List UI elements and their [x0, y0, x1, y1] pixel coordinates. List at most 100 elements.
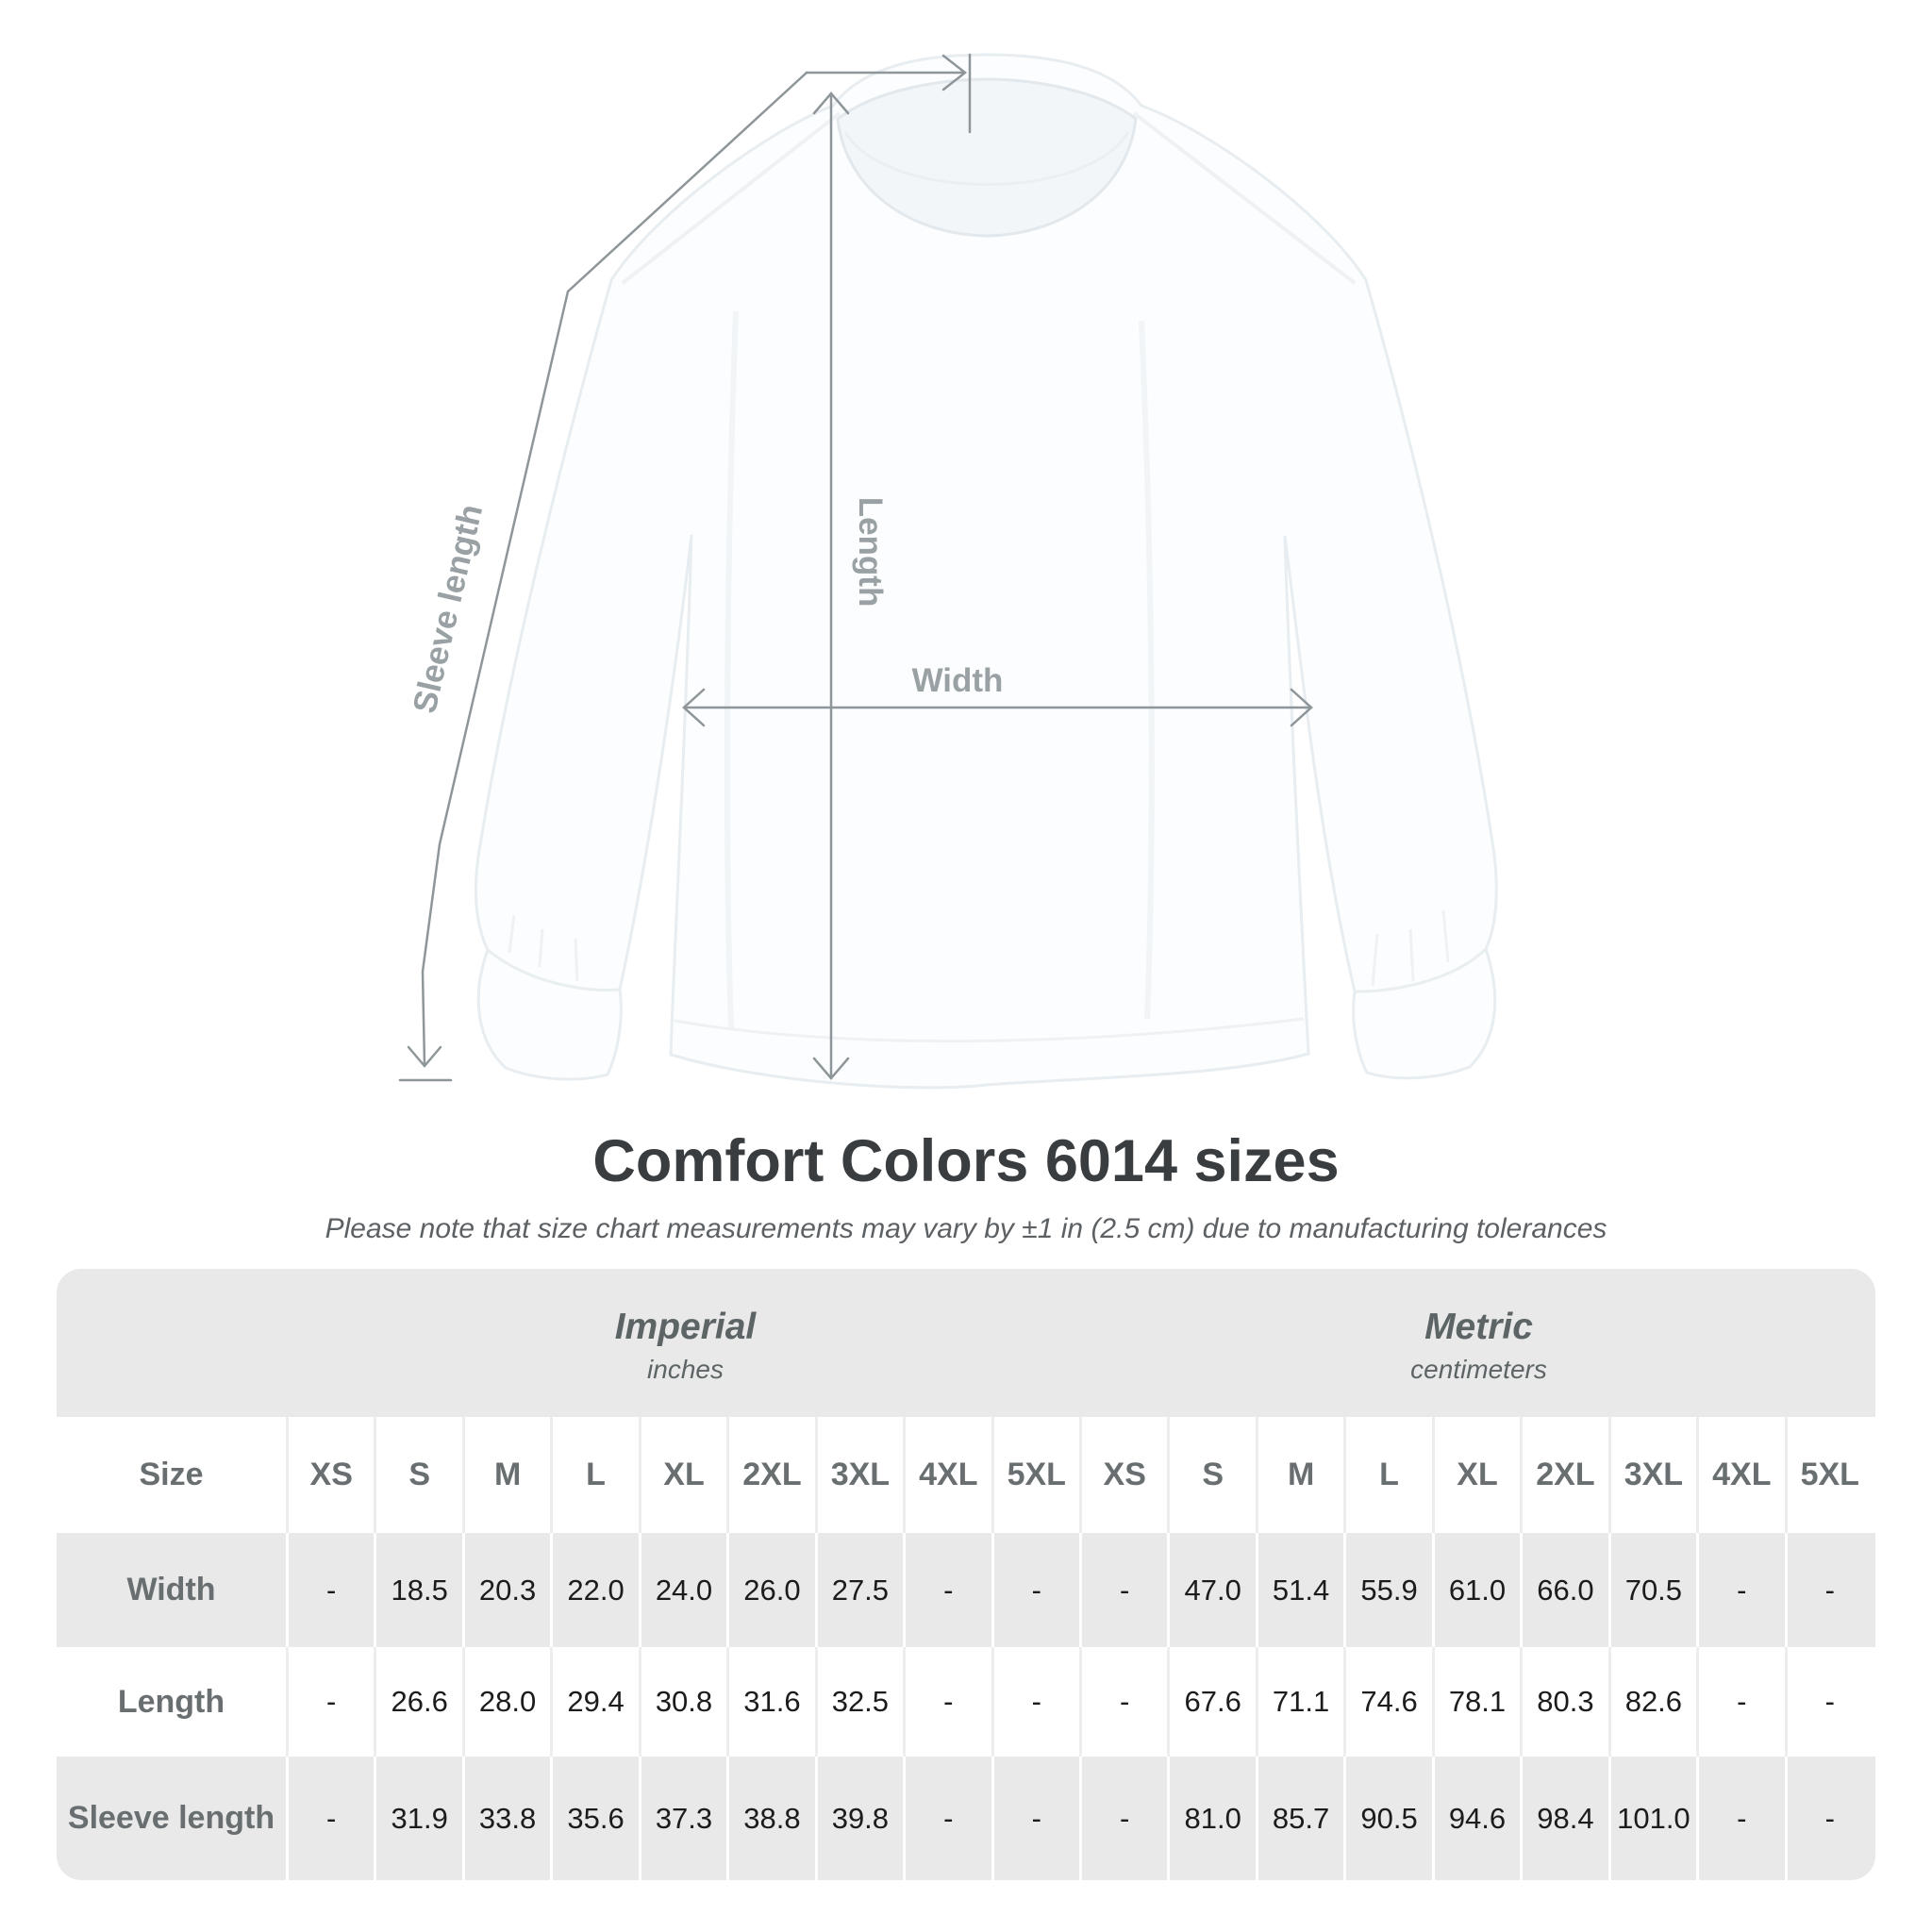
size-header: S: [1170, 1417, 1258, 1533]
value-cell: 51.4: [1258, 1533, 1347, 1647]
value-cell: 22.0: [553, 1533, 641, 1647]
table-row-length: Length - 26.6 28.0 29.4 30.8 31.6 32.5 -…: [57, 1647, 1875, 1757]
value-cell: 80.3: [1523, 1647, 1611, 1757]
measurement-annotations: [398, 53, 1313, 1082]
value-cell: 98.4: [1523, 1757, 1611, 1880]
length-label: Length: [852, 497, 889, 608]
shirt-illustration: [474, 53, 1498, 1090]
value-cell: -: [1824, 1573, 1835, 1607]
table-row-sleeve-length: Sleeve length - 31.9 33.8 35.6 37.3 38.8…: [57, 1757, 1875, 1880]
imperial-label: Imperial: [614, 1307, 757, 1347]
value-cell: 37.3: [641, 1757, 730, 1880]
width-label: Width: [912, 662, 1004, 699]
size-header: 2XL: [1523, 1417, 1611, 1533]
value-cell: -: [1824, 1801, 1835, 1835]
size-header: XS: [289, 1417, 377, 1533]
size-header: XL: [641, 1417, 730, 1533]
size-header: 3XL: [818, 1417, 907, 1533]
value-cell: 71.1: [1258, 1647, 1347, 1757]
band-spacer: [57, 1269, 289, 1417]
size-header: M: [1258, 1417, 1347, 1533]
value-cell: 39.8: [818, 1757, 907, 1880]
value-cell: -: [994, 1533, 1082, 1647]
value-cell: 28.0: [465, 1647, 554, 1757]
value-cell: 78.1: [1435, 1647, 1524, 1757]
value-cell: 90.5: [1346, 1757, 1435, 1880]
value-cell: -: [1082, 1647, 1171, 1757]
imperial-sublabel: inches: [647, 1355, 724, 1384]
value-cell: 18.5: [376, 1533, 465, 1647]
row-label: Width: [57, 1533, 289, 1647]
size-header: L: [1346, 1417, 1435, 1533]
value-cell: 26.6: [376, 1647, 465, 1757]
shirt-measurement-diagram: Length Width Sleeve length: [398, 53, 1498, 1090]
size-header: L: [553, 1417, 641, 1533]
value-cell: -: [906, 1647, 994, 1757]
value-cell: 31.9: [376, 1757, 465, 1880]
value-cell: 74.6: [1346, 1647, 1435, 1757]
value-cell: 29.4: [553, 1647, 641, 1757]
unit-header-band: Imperial inches Metric centimeters: [57, 1269, 1875, 1417]
size-header: 4XL: [906, 1417, 994, 1533]
value-cell: 66.0: [1523, 1533, 1611, 1647]
size-header: 5XL: [1800, 1457, 1859, 1492]
value-cell: -: [906, 1533, 994, 1647]
value-cell: -: [1082, 1533, 1171, 1647]
value-cell: 32.5: [818, 1647, 907, 1757]
row-label: Length: [57, 1647, 289, 1757]
metric-sublabel: centimeters: [1410, 1355, 1547, 1384]
value-cell: -: [1699, 1533, 1788, 1647]
value-cell: 85.7: [1258, 1757, 1347, 1880]
value-cell: 70.5: [1611, 1533, 1700, 1647]
value-cell: -: [289, 1647, 377, 1757]
value-cell: -: [1082, 1757, 1171, 1880]
size-header: 3XL: [1611, 1417, 1700, 1533]
collar: [836, 77, 1138, 238]
size-header: S: [376, 1417, 465, 1533]
size-header-row: Size XS S M L XL 2XL 3XL 4XL 5XL XS S M …: [57, 1417, 1875, 1533]
value-cell: 27.5: [818, 1533, 907, 1647]
tolerance-note: Please note that size chart measurements…: [325, 1213, 1607, 1244]
value-cell: 24.0: [641, 1533, 730, 1647]
imperial-header: Imperial inches: [289, 1269, 1082, 1417]
size-header: XL: [1435, 1417, 1524, 1533]
value-cell: 55.9: [1346, 1533, 1435, 1647]
size-header: M: [465, 1417, 554, 1533]
value-cell: -: [1699, 1647, 1788, 1757]
value-cell: 81.0: [1170, 1757, 1258, 1880]
value-cell: 82.6: [1611, 1647, 1700, 1757]
row-label: Sleeve length: [57, 1757, 289, 1880]
page-title: Comfort Colors 6014 sizes: [592, 1128, 1340, 1194]
value-cell: 101.0: [1611, 1757, 1700, 1880]
metric-label: Metric: [1424, 1307, 1533, 1347]
size-column-header: Size: [57, 1417, 289, 1533]
value-cell: -: [289, 1533, 377, 1647]
size-header: XS: [1082, 1417, 1171, 1533]
value-cell: 38.8: [729, 1757, 818, 1880]
value-cell: -: [994, 1647, 1082, 1757]
width-arrow: [682, 688, 1313, 727]
table-row-width: Width - 18.5 20.3 22.0 24.0 26.0 27.5 - …: [57, 1533, 1875, 1647]
value-cell: 30.8: [641, 1647, 730, 1757]
value-cell: -: [1824, 1685, 1835, 1718]
size-table: Imperial inches Metric centimeters Size …: [57, 1269, 1875, 1880]
value-cell: 47.0: [1170, 1533, 1258, 1647]
size-header: 2XL: [729, 1417, 818, 1533]
top-width-arrow: [805, 53, 972, 134]
value-cell: 94.6: [1435, 1757, 1524, 1880]
value-cell: 61.0: [1435, 1533, 1524, 1647]
metric-header: Metric centimeters: [1082, 1269, 1875, 1417]
size-header: 5XL: [994, 1417, 1082, 1533]
value-cell: -: [289, 1757, 377, 1880]
value-cell: 35.6: [553, 1757, 641, 1880]
value-cell: -: [906, 1757, 994, 1880]
value-cell: 20.3: [465, 1533, 554, 1647]
value-cell: 33.8: [465, 1757, 554, 1880]
value-cell: -: [994, 1757, 1082, 1880]
value-cell: 31.6: [729, 1647, 818, 1757]
value-cell: -: [1699, 1757, 1788, 1880]
size-header: 4XL: [1699, 1417, 1788, 1533]
value-cell: 26.0: [729, 1533, 818, 1647]
sleeve-length-arrow: [398, 71, 808, 1082]
